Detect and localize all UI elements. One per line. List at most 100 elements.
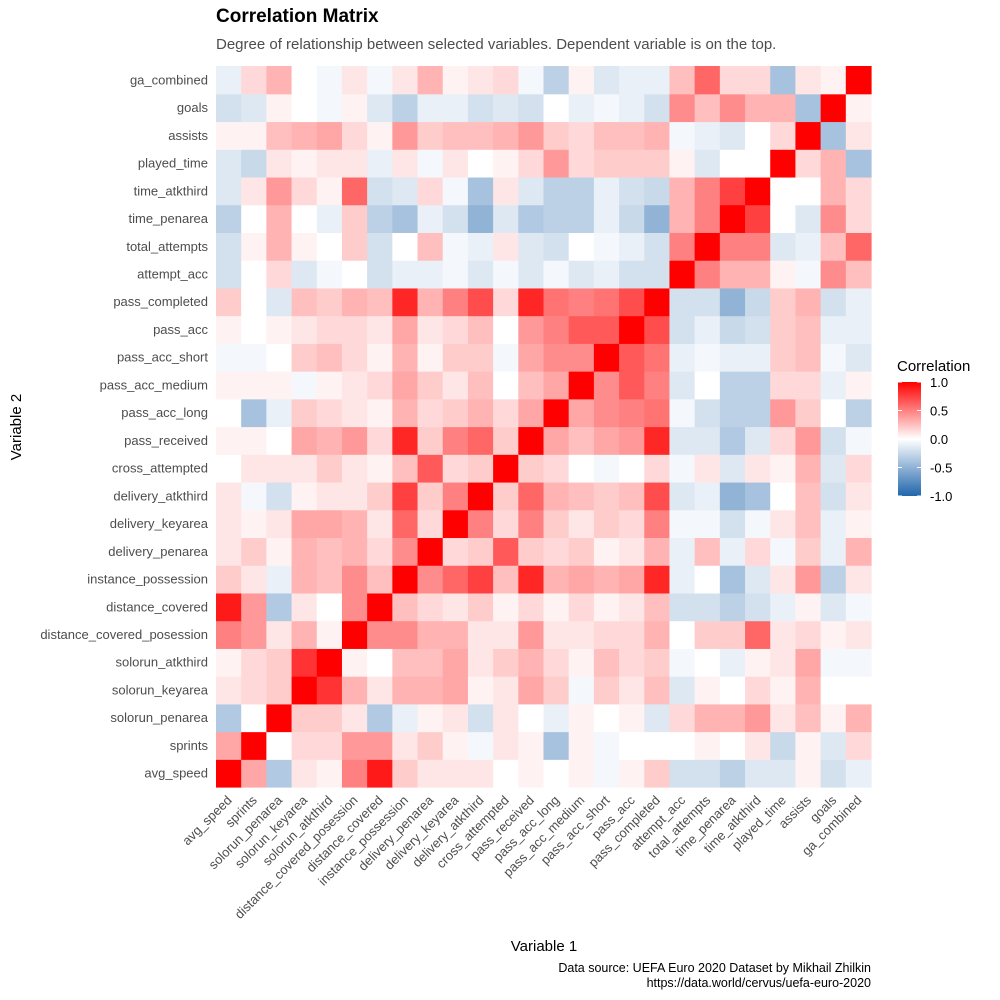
heatmap-cell [694, 149, 721, 178]
heatmap-cell [770, 121, 797, 150]
heatmap-cell [367, 620, 393, 649]
heatmap-cell [745, 592, 771, 622]
heatmap-cell [820, 537, 847, 566]
heatmap-cell [417, 620, 444, 649]
heatmap-cell [241, 121, 267, 150]
heatmap-cell [669, 426, 696, 455]
heatmap-cell [820, 676, 847, 705]
y-tick-label: pass_acc_short [117, 350, 208, 365]
heatmap-cell [669, 371, 696, 400]
heatmap-cell [795, 454, 822, 483]
heatmap-cell [442, 260, 469, 289]
y-tick-label: solorun_penarea [110, 710, 208, 725]
heatmap-cell [719, 537, 746, 566]
heatmap-cell [770, 93, 797, 123]
heatmap-cell [216, 315, 242, 344]
legend: Correlation 1.0 0.5 0.0 -0.5 -1.0 [897, 358, 970, 504]
heatmap-cell [619, 592, 645, 622]
heatmap-cell [316, 648, 343, 677]
heatmap-cell [341, 398, 368, 428]
heatmap-cell [392, 565, 419, 594]
heatmap-cell [845, 676, 872, 705]
heatmap-cell [593, 731, 620, 760]
heatmap-cell [719, 232, 746, 261]
heatmap-cell [745, 93, 771, 123]
heatmap-cell [241, 398, 267, 428]
legend-tick-label: 1.0 [930, 375, 948, 390]
heatmap-cell [795, 371, 822, 400]
heatmap-cell [795, 149, 822, 178]
heatmap-cell [543, 371, 570, 400]
heatmap-cell [392, 509, 419, 539]
heatmap-cell [795, 93, 822, 123]
heatmap-cell [367, 731, 393, 760]
heatmap-cell [770, 703, 797, 733]
heatmap-cell [770, 398, 797, 428]
heatmap-cell [694, 648, 721, 677]
heatmap-cell [467, 731, 494, 760]
heatmap-cell [291, 398, 318, 428]
heatmap-cell [518, 260, 545, 289]
heatmap-cell [644, 287, 671, 317]
heatmap-cell [518, 454, 545, 483]
heatmap-cell [291, 121, 318, 150]
heatmap-cell [493, 232, 519, 261]
heatmap-cell [820, 287, 847, 317]
heatmap-cell [442, 371, 469, 400]
heatmap-cell [467, 121, 494, 150]
heatmap-cell [694, 426, 721, 455]
heatmap-cell [845, 454, 872, 483]
heatmap-cell [820, 371, 847, 400]
heatmap-cell [442, 731, 469, 760]
heatmap-cell [669, 149, 696, 178]
heatmap-cell [669, 620, 696, 649]
heatmap-cell [719, 149, 746, 178]
heatmap-cell [266, 371, 293, 400]
heatmap-cell [845, 315, 872, 344]
heatmap-cell [493, 454, 519, 483]
heatmap-cell [417, 398, 444, 428]
heatmap-cell [543, 232, 570, 261]
heatmap-cell [745, 759, 771, 788]
heatmap-cell [719, 509, 746, 539]
heatmap-cell [291, 371, 318, 400]
heatmap-cell [467, 287, 494, 317]
heatmap-cell [568, 481, 595, 511]
heatmap-cell [543, 66, 570, 95]
heatmap-cell [266, 454, 293, 483]
heatmap-cell [619, 315, 645, 344]
heatmap-cell [820, 565, 847, 594]
heatmap-cell [745, 204, 771, 233]
heatmap-cell [770, 565, 797, 594]
heatmap-cell [694, 176, 721, 206]
heatmap-cell [795, 260, 822, 289]
heatmap-cell [367, 676, 393, 705]
legend-tick-label: 0.5 [930, 404, 948, 419]
y-tick-label: distance_covered_posession [40, 627, 208, 642]
heatmap-cell [694, 592, 721, 622]
heatmap-cell [216, 676, 242, 705]
heatmap-cell [467, 620, 494, 649]
y-tick-label: pass_acc [153, 322, 208, 337]
heatmap-cell [392, 287, 419, 317]
heatmap-cell [266, 315, 293, 344]
heatmap-cell [543, 565, 570, 594]
y-axis-title: Variable 2 [8, 394, 25, 460]
heatmap-cell [543, 121, 570, 150]
legend-colorbar [898, 382, 921, 496]
heatmap-cell [619, 537, 645, 566]
heatmap-cell [518, 648, 545, 677]
heatmap-cell [770, 176, 797, 206]
heatmap-cell [216, 398, 242, 428]
heatmap-cell [241, 592, 267, 622]
heatmap-cell [467, 648, 494, 677]
heatmap-cell [719, 731, 746, 760]
heatmap-cell [467, 565, 494, 594]
y-tick-label: assists [168, 128, 208, 143]
heatmap-cell [266, 759, 293, 788]
heatmap-cell [770, 592, 797, 622]
heatmap-cell [719, 648, 746, 677]
heatmap-cell [291, 454, 318, 483]
heatmap-cell [467, 343, 494, 372]
